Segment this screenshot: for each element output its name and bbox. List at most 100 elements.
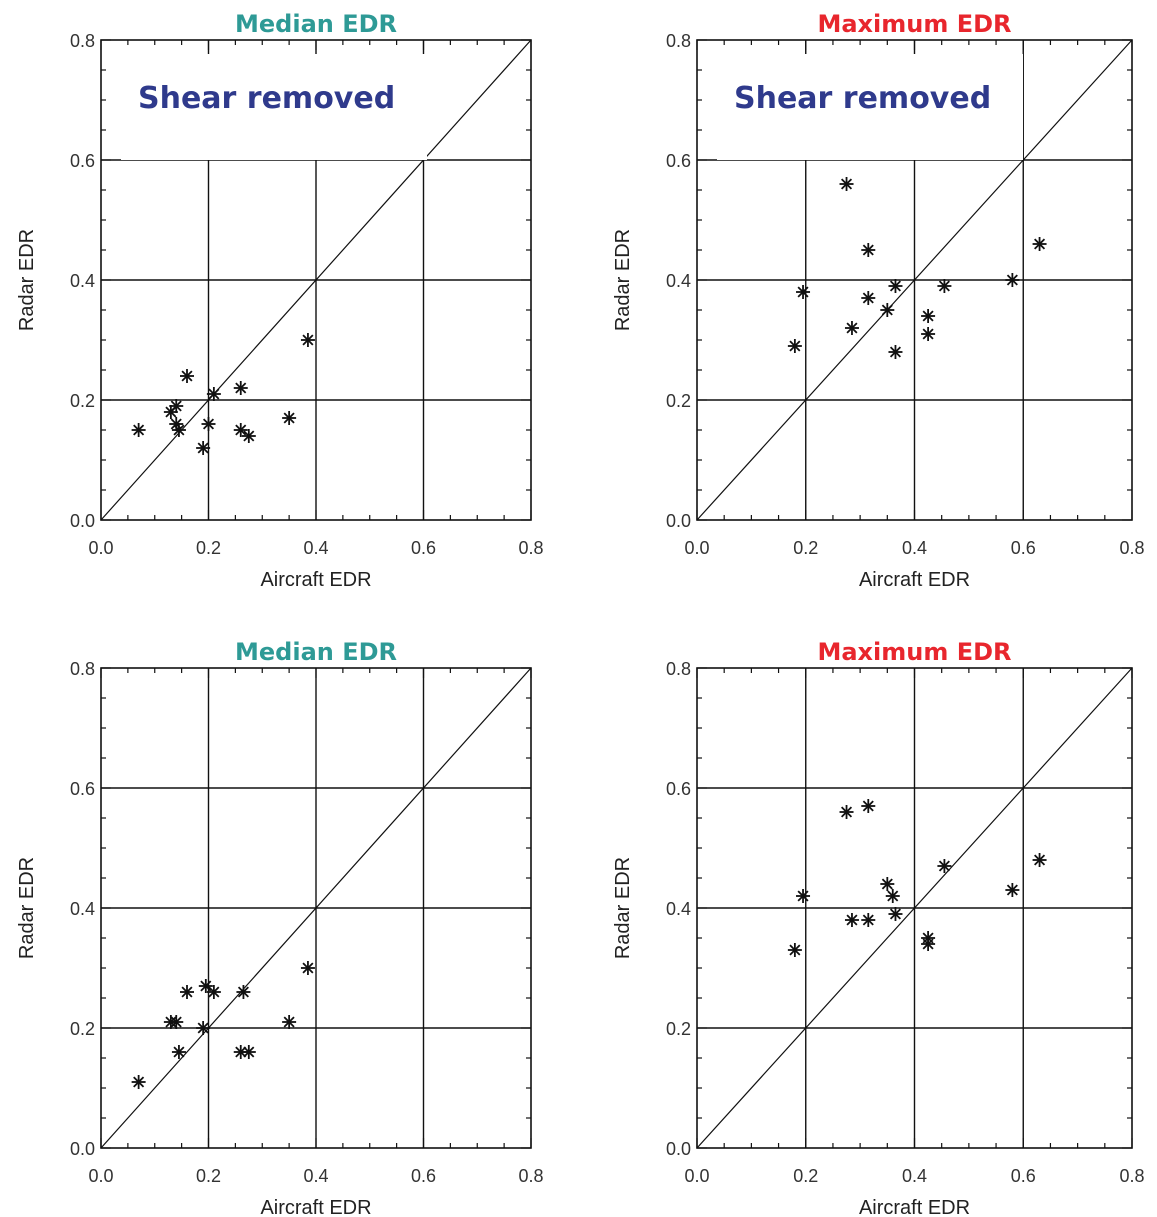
asterisk-stroke: [302, 962, 314, 974]
x-tick-label: 0.2: [793, 538, 818, 558]
data-point-asterisk: [888, 907, 903, 921]
x-tick-label: 0.4: [902, 1166, 927, 1186]
data-point-asterisk: [921, 309, 936, 323]
panel-maximum: 0.0 0.2 0.4 0.6 0.8 0.0 0.2 0.4 0.6 0.8 Aircraft E…: [612, 638, 1145, 1217]
data-point-asterisk: [796, 285, 811, 299]
asterisk-stroke: [922, 328, 934, 340]
data-point-asterisk: [180, 985, 194, 999]
asterisk-stroke: [889, 346, 902, 358]
y-tick-label: 0.2: [666, 1019, 691, 1039]
asterisk-stroke: [302, 334, 314, 346]
asterisk-stroke: [862, 292, 874, 304]
asterisk-stroke: [840, 806, 853, 818]
data-point-asterisk: [131, 1075, 146, 1089]
asterisk-stroke: [235, 382, 247, 394]
asterisk-stroke: [197, 442, 209, 454]
data-point-asterisk: [787, 339, 802, 353]
reference-line: [696, 667, 1133, 1149]
asterisk-stroke: [789, 340, 801, 352]
data-point-asterisk: [921, 327, 936, 341]
asterisk-stroke: [922, 310, 934, 322]
data-point-asterisk: [282, 411, 297, 425]
y-tick-label: 0.0: [70, 1139, 95, 1159]
asterisk-stroke: [133, 1076, 145, 1088]
data-point-asterisk: [180, 369, 194, 383]
data-point-asterisk: [880, 303, 895, 317]
asterisk-stroke: [208, 388, 220, 400]
x-tick-label: 0.0: [684, 1166, 709, 1186]
x-tick-label: 0.6: [1011, 538, 1036, 558]
panel-median-shear-removed: 0.0 0.2 0.4 0.6 0.8 0.0 0.2 0.4 0.6 0.8 Aircraft E…: [16, 10, 544, 591]
data-point-asterisk: [241, 429, 256, 443]
asterisk-stroke: [862, 244, 874, 256]
panel-title: Median EDR: [235, 10, 397, 38]
y-tick-label: 0.0: [666, 511, 691, 531]
data-point-asterisk: [839, 177, 854, 191]
data-point-asterisk: [937, 859, 952, 873]
x-tick-label: 0.8: [1119, 538, 1144, 558]
data-point-asterisk: [880, 877, 895, 891]
asterisk-stroke: [173, 1046, 185, 1058]
asterisk-stroke: [181, 986, 193, 998]
data-point-asterisk: [131, 423, 146, 437]
asterisk-stroke: [789, 944, 801, 956]
x-tick-label: 0.0: [88, 538, 113, 558]
data-point-asterisk: [300, 961, 315, 975]
x-axis-title: Aircraft EDR: [260, 1197, 371, 1217]
data-point-asterisk: [1032, 853, 1047, 867]
data-point-asterisk: [1005, 273, 1020, 287]
x-tick-label: 0.8: [518, 1166, 543, 1186]
asterisk-stroke: [881, 878, 893, 890]
y-tick-label: 0.8: [666, 31, 691, 51]
asterisk-stroke: [243, 1046, 255, 1058]
asterisk-stroke: [243, 430, 255, 442]
panel-title: Maximum EDR: [817, 10, 1011, 38]
y-tick-label: 0.2: [666, 391, 691, 411]
data-point-asterisk: [861, 913, 876, 927]
data-point-asterisk: [236, 985, 251, 999]
x-tick-label: 0.8: [1119, 1166, 1144, 1186]
x-axis-title: Aircraft EDR: [859, 569, 970, 591]
data-point-asterisk: [201, 417, 216, 431]
data-point-asterisk: [206, 985, 221, 999]
y-tick-label: 0.2: [70, 1019, 95, 1039]
annotation-text: Shear removed: [734, 81, 991, 116]
data-point-asterisk: [196, 1021, 211, 1035]
y-tick-label: 0.6: [70, 151, 95, 171]
x-tick-label: 0.6: [411, 538, 436, 558]
asterisk-stroke: [170, 1016, 182, 1028]
asterisk-stroke: [1006, 884, 1018, 896]
asterisk-stroke: [797, 890, 809, 902]
y-tick-label: 0.8: [666, 659, 691, 679]
asterisk-stroke: [1034, 854, 1046, 866]
asterisk-stroke: [181, 370, 193, 382]
panel-maximum-shear-removed: 0.0 0.2 0.4 0.6 0.8 0.0 0.2 0.4 0.6 0.8 Aircraft E…: [612, 10, 1145, 591]
asterisk-stroke: [283, 1016, 295, 1028]
y-tick-label: 0.0: [666, 1139, 691, 1159]
y-axis-title: Radar EDR: [612, 857, 634, 959]
asterisk-stroke: [133, 424, 145, 436]
panel-median: 0.0 0.2 0.4 0.6 0.8 0.0 0.2 0.4 0.6 0.8 Aircraft E…: [16, 638, 544, 1217]
annotation-box: [717, 54, 1023, 160]
data-point-asterisk: [171, 423, 186, 437]
data-point-asterisk: [241, 1045, 256, 1059]
x-tick-label: 0.6: [411, 1166, 436, 1186]
x-axis-title: Aircraft EDR: [859, 1197, 970, 1217]
data-point-asterisk: [861, 799, 876, 813]
asterisk-stroke: [938, 280, 950, 292]
data-point-asterisk: [206, 387, 221, 401]
data-point-asterisk: [888, 345, 903, 359]
asterisk-stroke: [862, 914, 874, 926]
data-point-asterisk: [198, 979, 213, 993]
data-point-asterisk: [233, 423, 248, 437]
x-tick-label: 0.4: [303, 538, 328, 558]
asterisk-stroke: [1034, 238, 1046, 250]
asterisk-stroke: [846, 322, 858, 334]
data-point-asterisk: [787, 943, 802, 957]
x-tick-label: 0.0: [684, 538, 709, 558]
asterisk-stroke: [887, 890, 899, 902]
data-point-asterisk: [196, 441, 211, 455]
panel-title: Maximum EDR: [817, 638, 1011, 666]
asterisk-stroke: [237, 986, 249, 998]
